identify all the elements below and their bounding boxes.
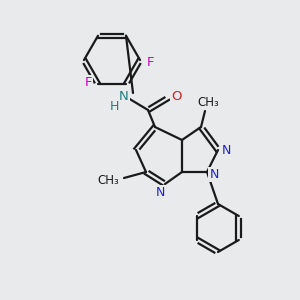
Text: F: F bbox=[146, 56, 154, 68]
Text: N: N bbox=[209, 167, 219, 181]
Text: N: N bbox=[155, 185, 165, 199]
Text: CH₃: CH₃ bbox=[197, 97, 219, 110]
Text: N: N bbox=[221, 143, 231, 157]
Text: CH₃: CH₃ bbox=[97, 175, 119, 188]
Text: F: F bbox=[84, 76, 92, 89]
Text: H: H bbox=[109, 100, 119, 112]
Text: O: O bbox=[171, 91, 181, 103]
Text: N: N bbox=[119, 91, 129, 103]
